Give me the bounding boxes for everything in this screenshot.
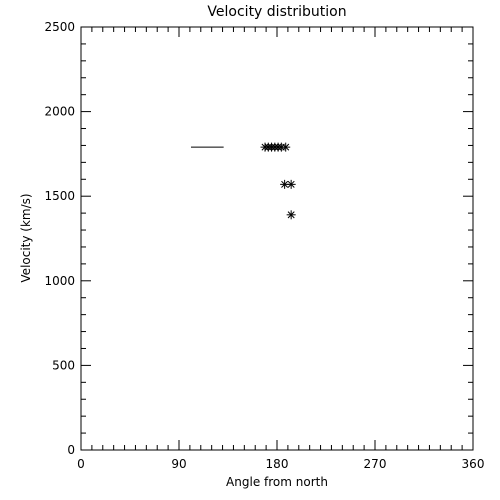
y-tick-label: 1000	[44, 274, 75, 288]
y-tick-label: 1500	[44, 189, 75, 203]
tick-labels: 0 90 180 270 360 0 500 1000 1500 2000 2500	[44, 20, 484, 471]
plot-frame	[80, 26, 474, 451]
data-point	[281, 142, 291, 152]
y-tick-label: 2500	[44, 20, 75, 34]
data-marks	[190, 142, 296, 220]
y-tick-label: 500	[52, 358, 75, 372]
asterisk-stroke	[281, 180, 289, 188]
x-tick-label: 180	[266, 457, 289, 471]
y-axis-label: Velocity (km/s)	[19, 193, 33, 282]
x-tick-label: 360	[462, 457, 485, 471]
x-axis-label: Angle from north	[226, 475, 328, 489]
x-tick-label: 90	[171, 457, 186, 471]
data-point	[286, 210, 296, 220]
x-tick-label: 270	[364, 457, 387, 471]
y-tick-label: 2000	[44, 105, 75, 119]
asterisk-stroke	[287, 211, 295, 219]
asterisk-stroke	[287, 180, 295, 188]
asterisk-stroke	[282, 143, 290, 151]
y-tick-label: 0	[67, 443, 75, 457]
chart-title: Velocity distribution	[207, 4, 346, 20]
data-point	[286, 179, 296, 189]
x-tick-label: 0	[77, 457, 85, 471]
ticks	[80, 26, 474, 451]
